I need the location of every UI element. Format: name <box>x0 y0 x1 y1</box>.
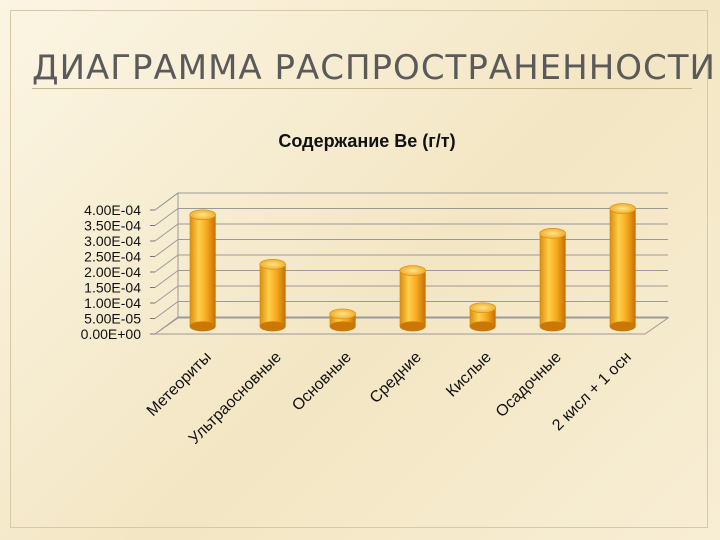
x-category-label: Основные <box>289 349 355 415</box>
bar-top <box>399 265 426 276</box>
y-tick-label: 3.50E-04 <box>84 218 141 234</box>
page-title: ДИАГРАММА РАСПРОСТРАНЕННОСТИ <box>32 48 716 88</box>
y-tick-label: 0.00E+00 <box>81 326 142 342</box>
y-tick-label: 4.00E-04 <box>84 202 141 218</box>
slide-frame <box>10 10 708 528</box>
bar <box>469 302 496 332</box>
bar <box>259 259 286 332</box>
x-category-label: Метеориты <box>144 349 215 420</box>
gridline-side <box>154 239 179 257</box>
gridline-side <box>154 223 179 242</box>
y-tick-label: 3.00E-04 <box>84 233 141 249</box>
y-tick-label: 2.50E-04 <box>84 249 141 265</box>
bar-top <box>259 259 286 270</box>
bar-base <box>189 321 216 332</box>
bar <box>329 308 356 332</box>
bar-base <box>609 321 636 332</box>
x-category-label: Осадочные <box>493 349 565 421</box>
gridline-side <box>154 208 179 226</box>
gridline-side <box>154 192 179 211</box>
gridline-side <box>154 270 179 288</box>
gridline-side <box>154 254 179 273</box>
bar-base <box>399 321 426 332</box>
bar-base <box>259 321 286 332</box>
y-tick-label: 2.00E-04 <box>84 264 141 280</box>
gridline-side <box>154 316 179 335</box>
bar-base <box>329 321 356 332</box>
bar-top <box>189 209 216 221</box>
bar <box>189 209 216 332</box>
title-underline <box>32 88 692 89</box>
gridline-side <box>154 301 179 319</box>
y-tick-label: 5.00E-05 <box>84 311 141 327</box>
x-category-label: Средние <box>367 349 425 407</box>
bar-top <box>469 302 496 314</box>
bar-base <box>539 321 566 332</box>
chart-title: Содержание Ве (г/т) <box>278 131 456 151</box>
bar-top <box>609 203 636 214</box>
bar <box>399 265 426 332</box>
bar-body <box>609 208 636 327</box>
gridline-side <box>154 285 179 304</box>
bar-base <box>469 321 496 332</box>
y-tick-label: 1.50E-04 <box>84 280 141 296</box>
y-tick-label: 1.00E-04 <box>84 295 141 311</box>
x-category-label: Кислые <box>443 349 495 401</box>
bar-body <box>259 264 286 327</box>
bar <box>539 228 566 332</box>
bar-body <box>189 214 216 327</box>
bar-top <box>329 308 356 320</box>
bar-top <box>539 228 566 239</box>
bar <box>609 203 636 332</box>
bar-body <box>539 233 566 327</box>
bar-body <box>399 270 426 327</box>
